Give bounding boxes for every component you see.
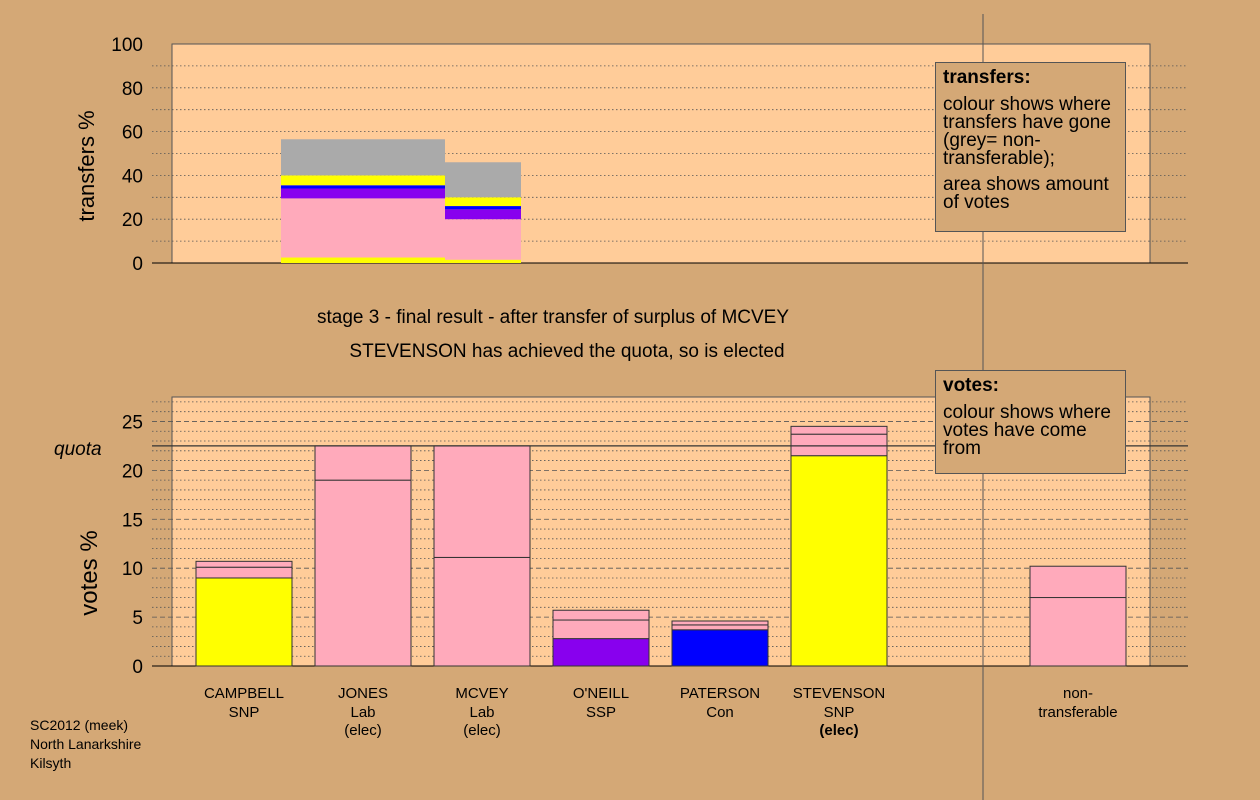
transfers-legend: transfers: colour shows where transfers …: [935, 62, 1126, 232]
votes-bar-segment: [552, 609, 650, 621]
votes-chart: 0510152025CAMPBELLSNPJONESLab(elec)MCVEY…: [122, 396, 1188, 739]
candidate-party-label: Lab: [350, 704, 375, 721]
votes-tick-label: 25: [122, 412, 143, 433]
votes-bar-segment: [790, 455, 888, 667]
transfers-segment: [445, 162, 521, 198]
votes-bar-segment: [314, 479, 412, 667]
votes-tick-label: 10: [122, 559, 143, 580]
candidate-status-label: (elec): [344, 722, 382, 739]
transfers-segment: [281, 139, 445, 176]
transfers-legend-title: transfers:: [943, 67, 1031, 88]
elected-caption: STEVENSON has achieved the quota, so is …: [349, 341, 784, 362]
transfers-segment: [281, 188, 445, 199]
votes-bar-segment: [671, 629, 769, 667]
candidate-status-label: (elec): [819, 722, 858, 739]
votes-bar-segment: [552, 638, 650, 667]
transfers-segment: [445, 209, 521, 220]
footer-council: North Lanarkshire: [30, 736, 142, 752]
votes-bar-segment: [790, 433, 888, 457]
votes-bar-segment: [671, 620, 769, 626]
stage-caption: stage 3 - final result - after transfer …: [317, 307, 789, 328]
votes-legend-text: colour shows where votes have come from: [943, 402, 1111, 459]
votes-legend: votes: colour shows where votes have com…: [935, 370, 1126, 474]
candidate-party-label: SSP: [586, 704, 616, 721]
votes-bar-segment: [195, 577, 293, 667]
candidate-name-label: PATERSON: [680, 685, 760, 702]
votes-tick-label: 15: [122, 510, 143, 531]
votes-bar-segment: [314, 445, 412, 481]
candidate-name-label: CAMPBELL: [204, 685, 284, 702]
transfers-tick-label: 0: [132, 254, 143, 275]
transfers-segment: [281, 198, 445, 258]
votes-tick-label: 0: [132, 657, 143, 678]
nontransferable-bar-segment: [1029, 597, 1127, 667]
votes-tick-label: 20: [122, 461, 143, 482]
quota-label: quota: [54, 439, 102, 460]
candidate-party-label: Con: [706, 704, 734, 721]
transfers-legend-area-text: area shows amount of votes: [943, 174, 1109, 213]
candidate-status-label: (elec): [463, 722, 501, 739]
votes-bar-segment: [433, 556, 531, 667]
votes-axis-label: votes %: [76, 530, 103, 615]
transfers-legend-colour-text: colour shows where transfers have gone (…: [943, 94, 1111, 169]
votes-bar-segment: [790, 425, 888, 435]
nontransferable-label: transferable: [1038, 704, 1117, 721]
nontransferable-label: non-: [1063, 685, 1093, 702]
candidate-name-label: JONES: [338, 685, 388, 702]
candidate-party-label: SNP: [229, 704, 260, 721]
votes-bar-segment: [195, 566, 293, 579]
votes-bar-segment: [552, 619, 650, 640]
transfers-segment: [281, 257, 445, 263]
transfers-segment: [445, 206, 521, 210]
transfers-segment: [445, 219, 521, 260]
votes-legend-title: votes:: [943, 375, 999, 396]
candidate-party-label: SNP: [824, 704, 855, 721]
transfers-segment: [445, 197, 521, 207]
transfers-tick-label: 60: [122, 123, 143, 144]
candidate-name-label: O'NEILL: [573, 685, 629, 702]
nontransferable-bar-segment: [1029, 565, 1127, 599]
transfers-tick-label: 100: [111, 35, 143, 56]
candidate-name-label: STEVENSON: [793, 685, 886, 702]
candidate-party-label: Lab: [469, 704, 494, 721]
candidate-name-label: MCVEY: [455, 685, 508, 702]
transfers-segment: [281, 175, 445, 186]
transfers-tick-label: 20: [122, 210, 143, 231]
transfers-segment: [445, 259, 521, 263]
footer: SC2012 (meek) North Lanarkshire Kilsyth: [30, 716, 141, 773]
footer-ward: Kilsyth: [30, 755, 72, 771]
votes-bar-segment: [671, 624, 769, 631]
footer-method: SC2012 (meek): [30, 717, 129, 733]
transfers-axis-label: transfers %: [74, 110, 99, 221]
transfers-segment: [281, 185, 445, 189]
votes-tick-label: 5: [132, 608, 143, 629]
transfers-tick-label: 80: [122, 79, 143, 100]
votes-bar-segment: [433, 445, 531, 558]
transfers-tick-label: 40: [122, 166, 143, 187]
votes-bar-segment: [195, 560, 293, 568]
